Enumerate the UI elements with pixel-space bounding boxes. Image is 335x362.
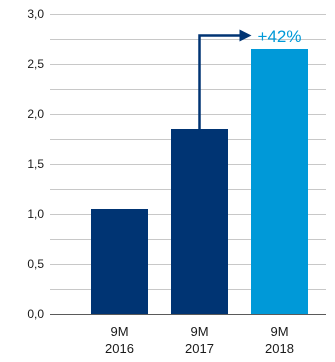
x-category-label: 9M xyxy=(110,324,128,339)
y-tick-label: 0,0 xyxy=(27,307,44,321)
growth-annotation: +42% xyxy=(198,27,302,129)
y-tick-label: 1,0 xyxy=(27,207,44,221)
y-tick-label: 2,0 xyxy=(27,107,44,121)
y-tick-label: 3,0 xyxy=(27,7,44,21)
x-category-label: 2018 xyxy=(265,341,294,356)
y-tick-label: 2,5 xyxy=(27,57,44,71)
x-axis-category-labels: 9M 2016 9M 2017 9M 2018 xyxy=(105,324,294,356)
x-category-label: 2017 xyxy=(185,341,214,356)
x-category-label: 9M xyxy=(270,324,288,339)
growth-arrow-head xyxy=(239,29,252,42)
bar xyxy=(171,129,228,314)
x-category-label: 2016 xyxy=(105,341,134,356)
y-tick-label: 0,5 xyxy=(27,257,44,271)
growth-percent-label: +42% xyxy=(258,27,302,46)
x-category-label: 9M xyxy=(190,324,208,339)
bars xyxy=(91,49,308,314)
y-axis-tick-labels: 0,0 0,5 1,0 1,5 2,0 2,5 3,0 xyxy=(27,7,44,321)
bar xyxy=(91,209,148,314)
bar xyxy=(251,49,308,314)
growth-arrow-line xyxy=(198,34,240,129)
y-tick-label: 1,5 xyxy=(27,157,44,171)
